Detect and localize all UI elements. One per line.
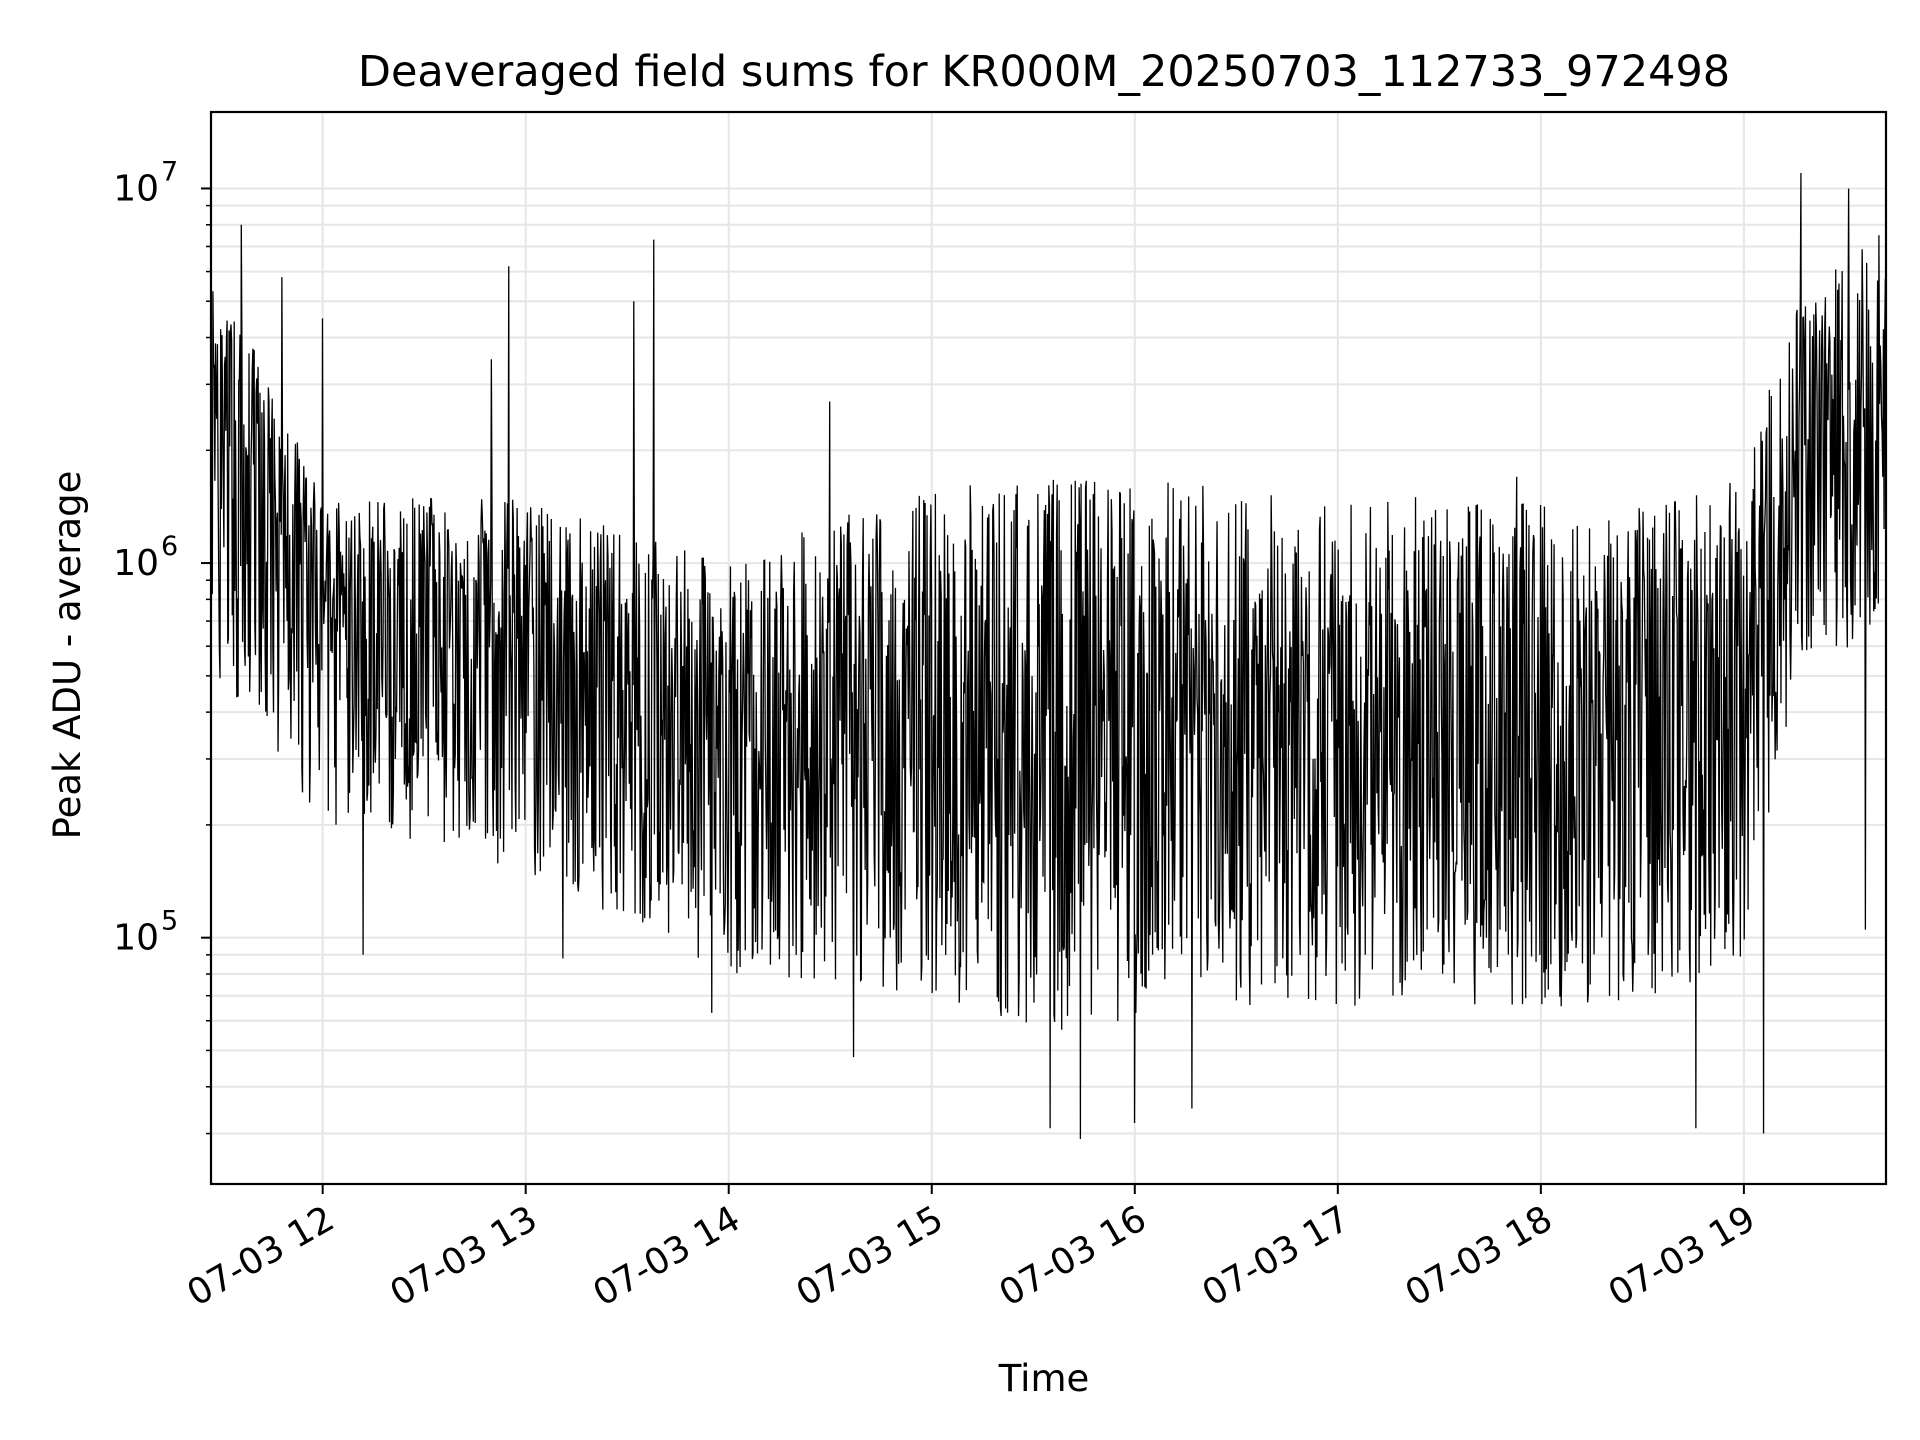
x-axis-label: Time <box>998 1357 1090 1400</box>
chart-title: Deaveraged field sums for KR000M_2025070… <box>358 47 1730 97</box>
plot-area <box>211 172 1886 1140</box>
y-tick-label: 10 <box>113 543 159 584</box>
plot-frame <box>209 110 1888 1186</box>
y-tick-exponent: 6 <box>161 531 178 562</box>
y-tick-exponent: 5 <box>161 906 178 937</box>
y-tick-exponent: 7 <box>161 156 178 187</box>
data-series-line <box>211 172 1886 1140</box>
y-axis-label: Peak ADU - average <box>46 471 89 840</box>
y-tick-label: 10 <box>113 168 159 209</box>
y-tick-label: 10 <box>113 918 159 959</box>
